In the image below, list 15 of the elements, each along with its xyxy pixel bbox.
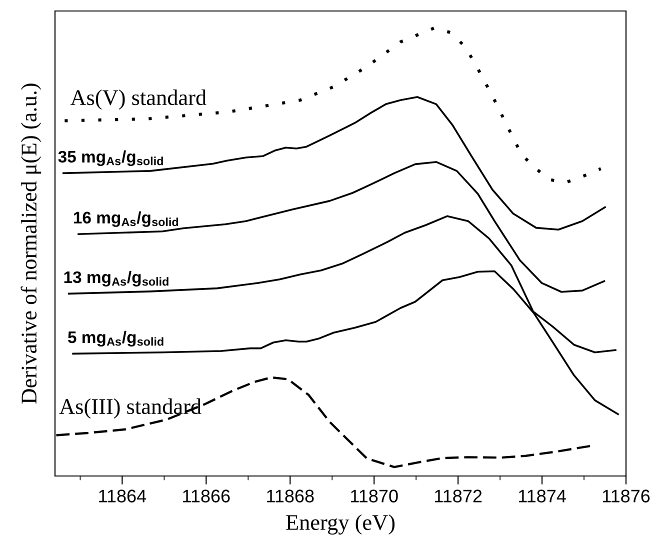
x-tick-label: 11874 (518, 490, 566, 502)
x-tick-label: 11866 (183, 490, 230, 502)
x-tick-label: 11868 (267, 490, 314, 502)
series-label: 16 mg$_{As}$/g$_{solid}$ (74, 211, 178, 227)
x-axis-title: Energy (eV) (286, 514, 395, 535)
series-label: 13 mg$_{As}$/g$_{solid}$ (64, 270, 168, 287)
x-tick-label: 11876 (602, 490, 650, 502)
x-tick-label: 11872 (435, 490, 482, 502)
x-tick-label: 11864 (99, 490, 146, 502)
x-tick-label: 11870 (351, 490, 398, 502)
y-axis-title: Derivative of normalized μ(E) (a.u.) (20, 84, 42, 404)
series-label: 5 mg$_{As}$/g$_{solid}$ (68, 330, 164, 347)
series-label: As(III) standard (59, 398, 202, 419)
series-label: 35 mg$_{As}$/g$_{solid}$ (58, 150, 163, 166)
series-label: As(V) standard (70, 89, 206, 110)
